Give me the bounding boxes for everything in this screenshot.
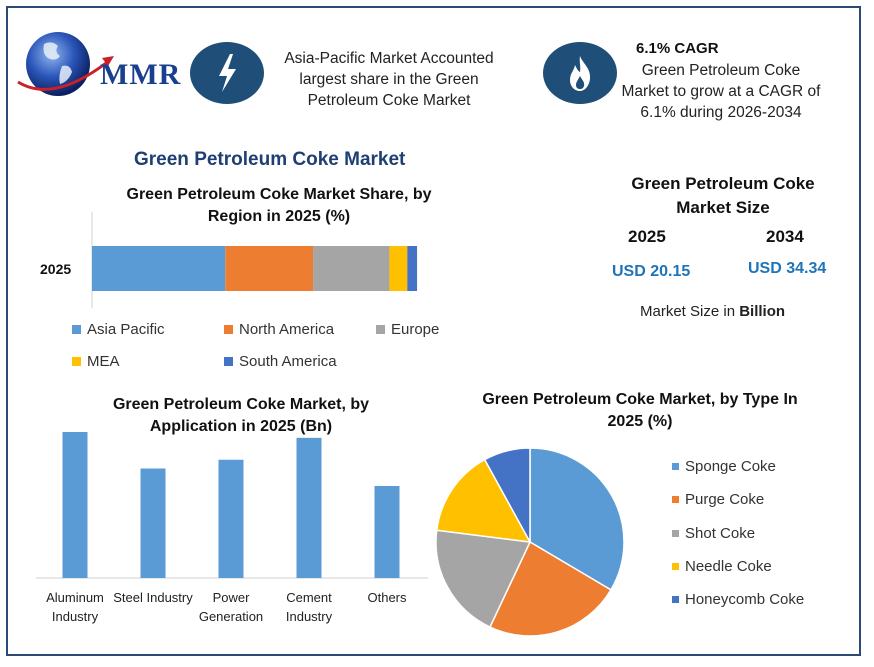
application-bar-others [374, 486, 400, 578]
legend-swatch [376, 325, 385, 334]
market-size-note: Market Size in Billion [640, 303, 785, 320]
market-size-title: Green Petroleum Coke Market Size [631, 174, 815, 217]
legend-label: Purge Coke [685, 491, 765, 509]
pie-legend-sponge-coke: Sponge Coke [672, 458, 776, 475]
region-category-label: 2025 [40, 261, 71, 277]
type-pie-chart [435, 447, 625, 637]
legend-swatch [672, 463, 679, 470]
legend-label: Asia Pacific [87, 321, 165, 338]
region-bar-europe [313, 246, 390, 291]
flame-icon [543, 42, 617, 104]
market-size-note-prefix: Market Size in [640, 303, 740, 320]
pie-slice-sponge-coke [529, 447, 625, 591]
application-bar-aluminum-industry [62, 432, 88, 578]
info1-text: Asia-Pacific Market Accounted largest sh… [284, 50, 494, 109]
application-bar-steel-industry [140, 468, 166, 578]
market-size-value-2025: USD 20.15 [612, 263, 691, 280]
info2-text: Green Petroleum Coke Market to grow at a… [621, 62, 821, 121]
legend-label: South America [239, 353, 337, 370]
application-label-steel-industry: Steel Industry [113, 590, 193, 605]
legend-swatch [224, 325, 233, 334]
logo: MMR [14, 22, 180, 102]
legend-label: Needle Coke [685, 557, 772, 575]
region-chart-title: Green Petroleum Coke Market Share, by Re… [126, 186, 432, 225]
legend-label: Europe [391, 321, 440, 338]
market-size-year-2034: 2034 [766, 227, 804, 246]
pie-legend-shot-coke: Shot Coke [672, 525, 755, 542]
legend-label: MEA [87, 353, 120, 370]
pie-slice-honeycomb-coke [483, 447, 531, 543]
application-bar-chart [36, 432, 428, 579]
legend-swatch [72, 357, 81, 366]
region-legend-south-america: South America [224, 353, 337, 370]
application-label-power-generation: Power Generation [198, 590, 264, 624]
application-bar-cement-industry [296, 437, 322, 578]
region-legend-mea: MEA [72, 353, 120, 370]
lightning-bolt-icon [190, 42, 264, 104]
legend-swatch [672, 596, 679, 604]
globe-icon [17, 32, 114, 96]
legend-label: Sponge Coke [685, 458, 776, 475]
region-stacked-bar-chart: 2025 [40, 212, 418, 308]
cagr-title: 6.1% CAGR [636, 40, 719, 57]
application-label-aluminum-industry: Aluminum Industry [46, 590, 104, 624]
region-legend-europe: Europe [376, 321, 439, 338]
region-bar-asia-pacific [92, 246, 226, 291]
pie-legend-needle-coke: Needle Coke [672, 558, 772, 575]
legend-label: Shot Coke [685, 524, 756, 542]
legend-swatch [672, 496, 679, 504]
region-bar-south-america [407, 246, 418, 291]
pie-legend-honeycomb-coke: Honeycomb Coke [672, 591, 804, 608]
legend-swatch [72, 325, 81, 334]
legend-label: North America [239, 321, 335, 338]
legend-label: Honeycomb Coke [685, 591, 805, 609]
application-chart-title: Green Petroleum Coke Market, by Applicat… [112, 396, 370, 435]
market-size-value-2034: USD 34.34 [748, 260, 827, 277]
legend-swatch [672, 562, 679, 570]
main-title: Green Petroleum Coke Market [134, 149, 406, 170]
market-size-year-2025: 2025 [628, 227, 666, 246]
application-label-others: Others [367, 590, 407, 605]
logo-text: MMR [100, 58, 182, 91]
pie-slice-purge-coke [488, 540, 612, 637]
application-bar-power-generation [218, 459, 244, 578]
region-bar-mea [389, 246, 408, 291]
region-bar-north-america [225, 246, 314, 291]
legend-swatch [672, 529, 679, 537]
type-chart-title: Green Petroleum Coke Market, by Type In … [482, 391, 798, 430]
pie-legend-purge-coke: Purge Coke [672, 491, 764, 508]
pie-slice-needle-coke [435, 458, 532, 543]
legend-swatch [224, 357, 233, 366]
region-legend-north-america: North America [224, 321, 334, 338]
region-legend-asia-pacific: Asia Pacific [72, 321, 165, 338]
pie-slice-shot-coke [435, 529, 532, 629]
infographic-frame [6, 6, 861, 656]
market-size-note-unit: Billion [739, 303, 786, 320]
application-label-cement-industry: Cement Industry [285, 590, 333, 624]
